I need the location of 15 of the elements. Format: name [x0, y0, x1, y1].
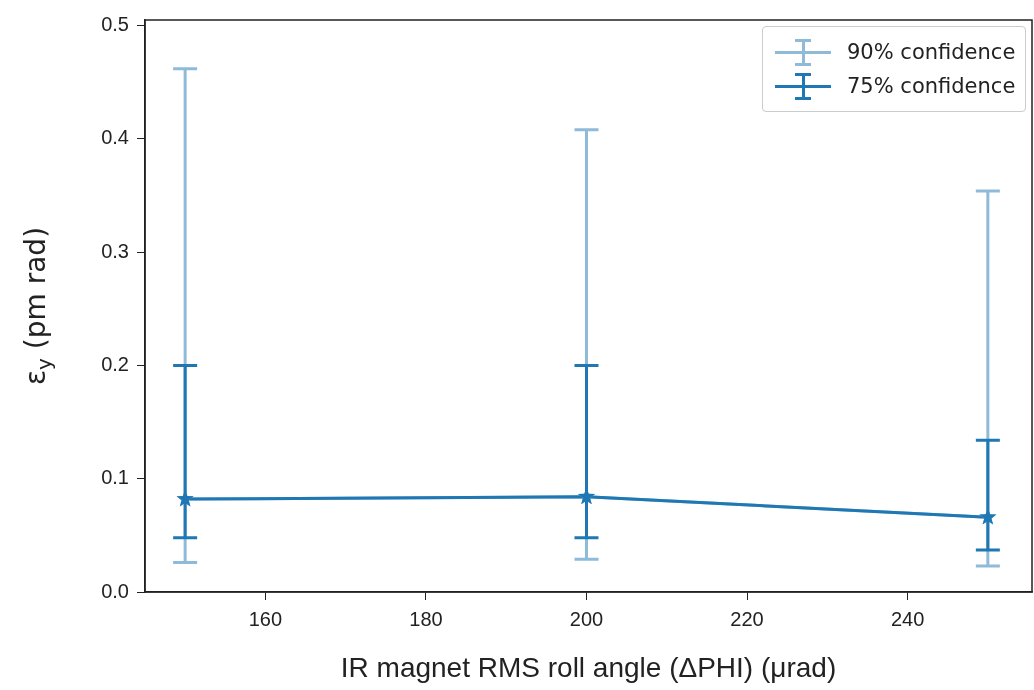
y-tick-label: 0.2: [101, 352, 129, 375]
y-tick-label: 0.0: [101, 579, 129, 602]
x-axis-title: IR magnet RMS roll angle (ΔPHI) (μrad): [340, 651, 837, 683]
x-tick-label: 160: [248, 607, 283, 630]
y-tick-label: 0.5: [101, 13, 129, 36]
x-tick-label: 200: [569, 607, 604, 630]
y-axis-title: εy (pm rad): [19, 226, 57, 386]
y-tick-label: 0.1: [101, 466, 129, 489]
y-tick-label: 0.4: [101, 126, 129, 149]
x-tick-label: 180: [409, 607, 443, 630]
y-tick-label: 0.3: [101, 239, 129, 262]
x-tick-label: 220: [730, 607, 764, 630]
x-tick-label: 240: [890, 607, 925, 630]
legend-label: 75% confidence: [847, 74, 1016, 98]
legend-label: 90% confidence: [847, 40, 1016, 64]
